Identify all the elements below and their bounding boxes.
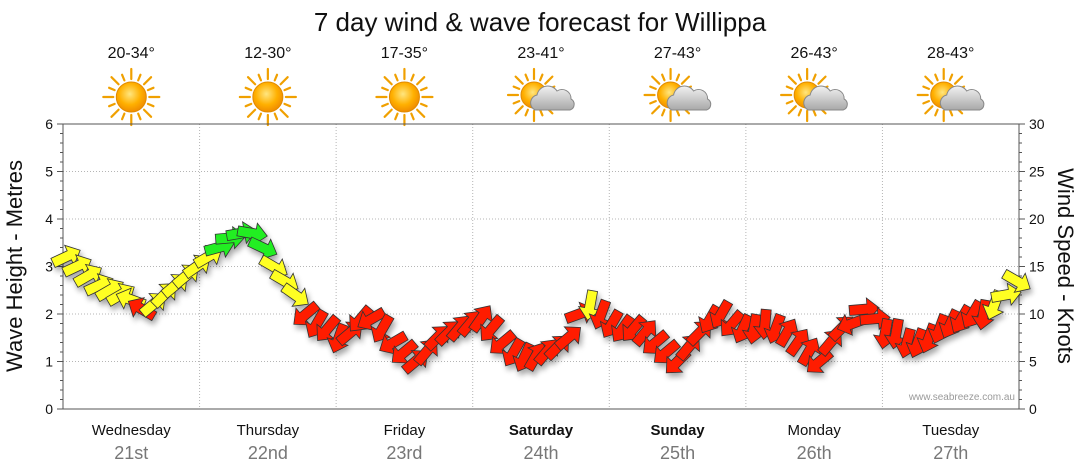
cloud-shape: [530, 85, 575, 111]
day-date-label: 23rd: [386, 443, 422, 463]
sunny-icon: [375, 67, 434, 127]
y-axis-label-left: Wave Height - Metres: [2, 160, 27, 372]
day-forecast-tuesday: 28-43°: [916, 45, 985, 123]
sun-disc: [115, 81, 147, 113]
day-name-label: Wednesday: [92, 422, 171, 439]
sunny-icon: [102, 67, 161, 127]
wind-speed-axis: 0 5 10 15 20 25 30: [1019, 116, 1045, 417]
wind-arrow: [990, 282, 1022, 307]
wind-arrow: [796, 337, 821, 368]
weather-row: 20-34° 12-30° 17-35° 23-41° 27-43° 26-43° 28-4…: [102, 45, 985, 127]
y-tick-label-right: 10: [1029, 306, 1045, 322]
day-name-label: Monday: [787, 422, 841, 439]
credit-text: www.seabreeze.com.au: [908, 392, 1015, 403]
cloud-shape: [939, 85, 985, 111]
temperature-range: 26-43°: [790, 45, 837, 62]
day-date-label: 25th: [660, 443, 695, 463]
sunny-icon: [238, 67, 297, 127]
y-tick-label-right: 0: [1029, 401, 1037, 417]
y-tick-label-right: 30: [1029, 116, 1045, 132]
sun-disc: [388, 81, 420, 113]
wind-arrow: [316, 313, 342, 342]
wind-arrow: [577, 289, 602, 321]
y-axis-label-right: Wind Speed - Knots: [1053, 168, 1078, 364]
partly-cloudy-icon: [916, 67, 985, 123]
day-date-label: 24th: [523, 443, 558, 463]
wind-arrow: [247, 236, 278, 260]
wind-arrow: [588, 298, 612, 330]
day-forecast-thursday: 12-30°: [238, 45, 297, 127]
y-tick-label-right: 5: [1029, 354, 1037, 370]
wind-arrow: [774, 318, 799, 349]
day-name-label: Thursday: [237, 422, 300, 439]
y-tick-label-left: 0: [45, 401, 53, 417]
wind-arrow: [293, 300, 321, 326]
wind-arrow: [391, 338, 419, 364]
temperature-range: 28-43°: [927, 45, 974, 62]
wind-arrow: [785, 328, 810, 358]
day-name-label: Tuesday: [922, 422, 979, 439]
y-tick-label-right: 20: [1029, 211, 1045, 227]
temperature-range: 20-34°: [108, 45, 155, 62]
plot-grid: [63, 124, 1019, 409]
y-tick-label-left: 2: [45, 306, 53, 322]
y-tick-label-left: 4: [45, 211, 53, 227]
temperature-range: 17-35°: [381, 45, 428, 62]
wind-arrow: [236, 222, 268, 246]
y-tick-label-left: 1: [45, 354, 53, 370]
cloud-shape: [803, 85, 848, 111]
wind-arrow: [468, 305, 493, 334]
wind-arrow: [631, 320, 657, 348]
day-date-label: 21st: [114, 443, 148, 463]
wind-arrow: [370, 313, 395, 343]
wind-arrow: [379, 330, 409, 355]
temperature-range: 27-43°: [654, 45, 701, 62]
partly-cloudy-icon: [506, 67, 575, 123]
y-tick-label-left: 6: [45, 116, 53, 132]
day-date-label: 22nd: [248, 443, 288, 463]
temperature-range: 12-30°: [244, 45, 291, 62]
sun-rays: [102, 67, 161, 127]
wind-arrow: [883, 317, 908, 350]
day-forecast-saturday: 23-41°: [506, 45, 575, 123]
day-forecast-friday: 17-35°: [375, 45, 434, 127]
day-name-label: Saturday: [509, 422, 574, 439]
day-forecast-wednesday: 20-34°: [102, 45, 161, 127]
y-tick-label-right: 15: [1029, 259, 1045, 275]
wind-arrow: [709, 298, 734, 329]
chart-title: 7 day wind & wave forecast for Willippa: [314, 7, 767, 37]
day-labels: Wednesday 21st Thursday 22nd Friday 23rd Satur…: [92, 422, 980, 463]
day-name-label: Sunday: [650, 422, 705, 439]
y-tick-label-left: 3: [45, 259, 53, 275]
day-name-label: Friday: [384, 422, 426, 439]
wind-arrow: [480, 313, 506, 342]
y-tick-label-right: 25: [1029, 164, 1045, 180]
day-date-label: 26th: [797, 443, 832, 463]
partly-cloudy-icon: [643, 67, 712, 123]
sun-disc: [252, 81, 284, 113]
sun-rays: [375, 67, 434, 127]
sun-rays: [238, 67, 297, 127]
wind-arrow: [490, 329, 518, 354]
temperature-range: 23-41°: [517, 45, 564, 62]
partly-cloudy-icon: [780, 67, 848, 123]
y-tick-label-left: 5: [45, 164, 53, 180]
cloud-shape: [666, 85, 712, 111]
wind-arrows: [50, 220, 1031, 375]
wind-arrow: [280, 282, 309, 307]
wind-arrow: [1001, 268, 1031, 293]
day-date-label: 27th: [933, 443, 968, 463]
day-forecast-monday: 26-43°: [780, 45, 848, 123]
wind-arrow: [553, 326, 582, 352]
day-forecast-sunday: 27-43°: [643, 45, 712, 123]
wave-height-axis: 0 1 2 3 4 5 6: [45, 116, 63, 417]
